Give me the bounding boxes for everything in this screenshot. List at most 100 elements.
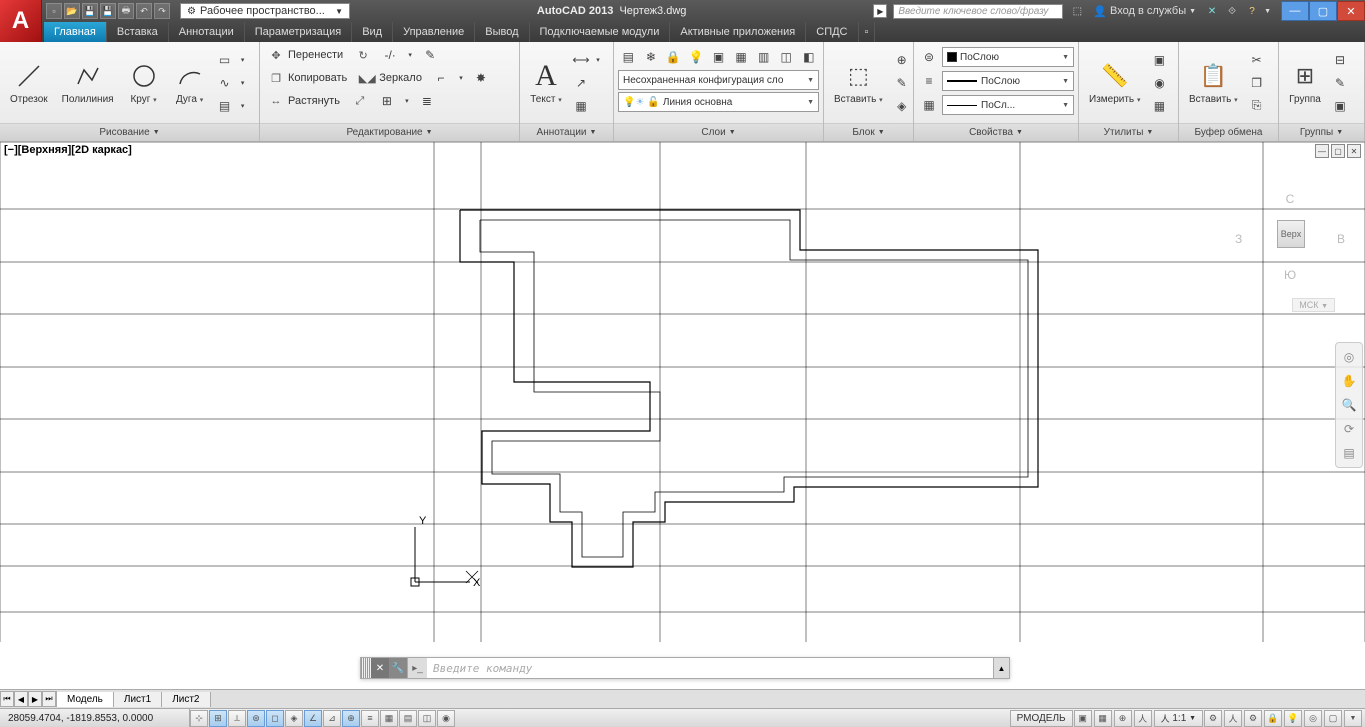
tab-insert[interactable]: Вставка	[107, 22, 169, 42]
layer-misc3-icon[interactable]: ◫	[776, 46, 797, 68]
dd-icon[interactable]: ▾	[402, 90, 412, 112]
match-props-icon[interactable]: ⊜	[918, 46, 940, 68]
lineweight-combo[interactable]: ПоСлою▼	[942, 71, 1074, 91]
dd-icon[interactable]: ▾	[237, 95, 249, 117]
create-block-icon[interactable]: ⊕	[891, 49, 913, 71]
sb-ws-icon[interactable]: ⚙	[1244, 710, 1262, 727]
layer-misc-icon[interactable]: ▦	[731, 46, 752, 68]
layer-state-combo[interactable]: Несохраненная конфигурация сло▼	[618, 70, 819, 90]
sb-annotative-vis-icon[interactable]: ⚙	[1204, 710, 1222, 727]
tab-home[interactable]: Главная	[44, 22, 107, 42]
explode-icon[interactable]: ✸	[470, 67, 492, 89]
layer-misc4-icon[interactable]: ◧	[799, 46, 820, 68]
prop-icon[interactable]: ▦	[918, 94, 940, 116]
select-icon[interactable]: ▣	[1148, 49, 1170, 71]
panel-modify-title[interactable]: Редактирование▼	[260, 123, 519, 141]
signin-button[interactable]: 👤 Вход в службы ▼	[1089, 5, 1200, 18]
exchange-icon[interactable]: ✕	[1204, 3, 1220, 19]
help-icon[interactable]: ?	[1244, 3, 1260, 19]
tab-parametric[interactable]: Параметризация	[245, 22, 352, 42]
showmotion-icon[interactable]: ▤	[1338, 442, 1360, 464]
trim-icon[interactable]: -/·	[379, 44, 401, 66]
zoom-extents-icon[interactable]: 🔍	[1338, 394, 1360, 416]
layer-props-icon[interactable]: ▤	[618, 46, 639, 68]
attr-block-icon[interactable]: ◈	[891, 95, 913, 117]
viewcube-top-face[interactable]: Верх	[1277, 220, 1305, 248]
dd-icon[interactable]: ▾	[456, 67, 466, 89]
tab-manage[interactable]: Управление	[393, 22, 475, 42]
polyline-button[interactable]: Полилиния	[56, 58, 120, 107]
qat-open-icon[interactable]: 📂	[64, 3, 80, 19]
panel-draw-title[interactable]: Рисование▼	[0, 123, 259, 141]
qat-saveas-icon[interactable]: 💾	[100, 3, 116, 19]
tab-first-icon[interactable]: ⏮	[0, 691, 14, 707]
minimize-button[interactable]: —	[1281, 1, 1309, 21]
tab-prev-icon[interactable]: ◀	[14, 691, 28, 707]
sb-ducs-icon[interactable]: ⊿	[323, 710, 341, 727]
tab-plugins[interactable]: Подключаемые модули	[530, 22, 671, 42]
edit-block-icon[interactable]: ✎	[891, 72, 913, 94]
circle-button[interactable]: Круг ▾	[122, 58, 166, 107]
leader-icon[interactable]: ↗	[570, 72, 592, 94]
dd-icon[interactable]: ▾	[405, 44, 415, 66]
sb-annoscale-icon[interactable]: 人	[1134, 710, 1152, 727]
viewcube[interactable]: С Ю В З Верх МСК ▼	[1235, 162, 1345, 312]
copy-button[interactable]: ❐Копировать	[264, 67, 351, 89]
cmdline-drag-handle[interactable]	[361, 658, 371, 678]
layer-lock-icon[interactable]: 🔒	[663, 46, 684, 68]
erase-icon[interactable]: ✎	[419, 44, 441, 66]
sb-clean-icon[interactable]: ▢	[1324, 710, 1342, 727]
dim-icon[interactable]: ⟷	[570, 49, 592, 71]
search-input[interactable]: Введите ключевое слово/фразу	[893, 4, 1063, 19]
inner-restore-button[interactable]: ▢	[1331, 144, 1345, 158]
layer-off-icon[interactable]: 💡	[686, 46, 707, 68]
sb-tpy-icon[interactable]: ▦	[380, 710, 398, 727]
close-button[interactable]: ✕	[1337, 1, 1365, 21]
tab-model[interactable]: Модель	[57, 692, 114, 707]
color-combo[interactable]: ПоСлою▼	[942, 47, 1074, 67]
sb-otrack-icon[interactable]: ∠	[304, 710, 322, 727]
copyclip-icon[interactable]: ❐	[1246, 72, 1268, 94]
linetype-combo[interactable]: ПоСл...▼	[942, 95, 1074, 115]
sb-scale[interactable]: 人 1:1 ▼	[1154, 710, 1203, 727]
app-logo[interactable]: A	[0, 0, 42, 42]
group-bbox-icon[interactable]: ▣	[1329, 95, 1351, 117]
sb-isolate-icon[interactable]: ◎	[1304, 710, 1322, 727]
cut-icon[interactable]: ✂	[1246, 49, 1268, 71]
copybase-icon[interactable]: ⎘	[1246, 95, 1268, 117]
paste-button[interactable]: 📋 Вставить ▾	[1183, 58, 1244, 107]
qat-save-icon[interactable]: 💾	[82, 3, 98, 19]
spline-icon[interactable]: ∿	[214, 72, 236, 94]
dd-icon[interactable]: ▾	[237, 49, 249, 71]
stretch-button[interactable]: ↔Растянуть	[264, 90, 344, 112]
sb-annoauto-icon[interactable]: 人	[1224, 710, 1242, 727]
sb-hardware-icon[interactable]: 💡	[1284, 710, 1302, 727]
dd-icon[interactable]: ▾	[237, 72, 249, 94]
measure-button[interactable]: 📏 Измерить ▾	[1083, 58, 1146, 107]
sb-qp-icon[interactable]: ▤	[399, 710, 417, 727]
qat-new-icon[interactable]: ▫	[46, 3, 62, 19]
tab-express[interactable]: Активные приложения	[670, 22, 806, 42]
fillet-icon[interactable]: ⌐	[430, 67, 452, 89]
sb-quickview-icon[interactable]: ▦	[1094, 710, 1112, 727]
array-icon[interactable]: ⊞	[376, 90, 398, 112]
search-play-icon[interactable]: ▶	[873, 4, 887, 18]
group-edit-icon[interactable]: ✎	[1329, 72, 1351, 94]
sb-lwt-icon[interactable]: ≡	[361, 710, 379, 727]
tab-view[interactable]: Вид	[352, 22, 393, 42]
panel-groups-title[interactable]: Группы▼	[1279, 123, 1364, 141]
wcs-label[interactable]: МСК ▼	[1292, 298, 1335, 312]
sb-custom-icon[interactable]: ▼	[1344, 710, 1362, 727]
pan-icon[interactable]: ✋	[1338, 370, 1360, 392]
text-button[interactable]: A Текст ▾	[524, 58, 568, 107]
qat-undo-icon[interactable]: ↶	[136, 3, 152, 19]
tab-spds[interactable]: СПДС	[806, 22, 858, 42]
workspace-combo[interactable]: ⚙ Рабочее пространство... ▼	[180, 3, 350, 19]
sb-dyn-icon[interactable]: ⊕	[342, 710, 360, 727]
sb-sc-icon[interactable]: ◫	[418, 710, 436, 727]
tab-last-icon[interactable]: ⏭	[42, 691, 56, 707]
list-props-icon[interactable]: ≡	[918, 70, 940, 92]
tab-output[interactable]: Вывод	[475, 22, 529, 42]
dd-icon[interactable]: ▾	[593, 49, 603, 71]
sb-annomonitor-icon[interactable]: ⊕	[1114, 710, 1132, 727]
